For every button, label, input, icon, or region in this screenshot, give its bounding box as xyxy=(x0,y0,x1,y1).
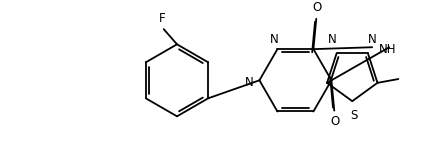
Text: NH: NH xyxy=(379,43,396,56)
Text: O: O xyxy=(313,1,322,14)
Text: N: N xyxy=(368,33,377,46)
Text: O: O xyxy=(331,115,340,128)
Text: F: F xyxy=(158,12,165,25)
Text: N: N xyxy=(270,33,279,46)
Text: N: N xyxy=(328,33,336,46)
Text: S: S xyxy=(351,109,358,122)
Text: N: N xyxy=(245,76,253,89)
